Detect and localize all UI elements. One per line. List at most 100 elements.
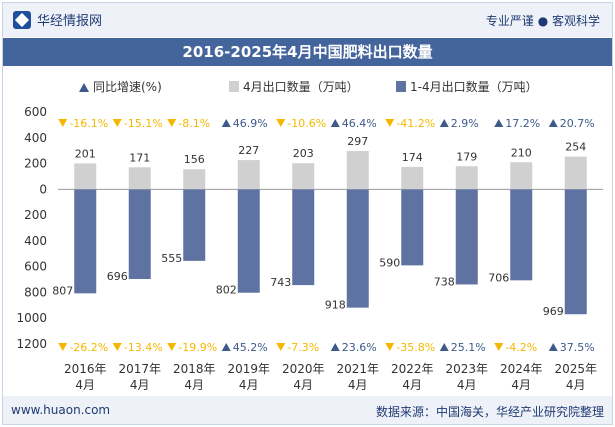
- growth-top-label: 20.7%: [560, 117, 595, 130]
- bar-jan-apr: [128, 189, 151, 280]
- growth-down-icon: [167, 119, 177, 127]
- bar-jan-apr: [183, 189, 206, 261]
- x-tick-label-month: 4月: [457, 378, 477, 392]
- growth-up-icon: [439, 119, 449, 127]
- growth-bottom-label: 45.2%: [233, 341, 268, 354]
- x-tick-label-year: 2021年: [336, 362, 379, 376]
- growth-bottom-label: -13.4%: [124, 341, 163, 354]
- y-tick-label: 0: [39, 182, 47, 196]
- bar-april: [74, 163, 97, 190]
- growth-down-icon: [167, 343, 177, 351]
- bar-jan-apr-label: 743: [270, 276, 291, 289]
- x-tick-label-year: 2020年: [282, 362, 325, 376]
- x-tick-label-month: 4月: [511, 378, 531, 392]
- bar-april: [401, 166, 424, 190]
- bar-jan-apr: [401, 189, 424, 266]
- growth-bottom-label: -7.3%: [287, 341, 319, 354]
- legend-jan-apr-label: 1-4月出口数量（万吨）: [410, 79, 538, 94]
- growth-bottom-label: 25.1%: [451, 341, 486, 354]
- y-tick-label: 800: [24, 285, 47, 299]
- bar-april: [455, 166, 478, 190]
- bar-april-label: 203: [293, 147, 314, 160]
- growth-up-icon: [548, 343, 558, 351]
- footer-bar: www.huaon.com 数据来源：中国海关，华经产业研究院整理: [3, 396, 612, 424]
- bar-april-label: 174: [402, 151, 423, 164]
- growth-bottom-label: -35.8%: [396, 341, 435, 354]
- x-tick-label-month: 4月: [130, 378, 150, 392]
- growth-up-icon: [221, 119, 231, 127]
- y-tick-label: 200: [24, 208, 47, 222]
- x-tick-label-month: 4月: [293, 378, 313, 392]
- growth-down-icon: [276, 119, 286, 127]
- growth-top-label: -10.6%: [287, 117, 326, 130]
- bar-jan-apr-label: 738: [434, 275, 455, 288]
- x-tick-label-year: 2017年: [118, 362, 161, 376]
- growth-up-icon: [439, 343, 449, 351]
- x-tick-label-month: 4月: [239, 378, 259, 392]
- growth-up-icon: [221, 343, 231, 351]
- growth-down-icon: [112, 119, 122, 127]
- growth-down-icon: [385, 119, 395, 127]
- x-tick-label-year: 2025年: [554, 362, 597, 376]
- bar-april-label: 171: [129, 151, 150, 164]
- bar-april-label: 179: [456, 150, 477, 163]
- growth-bottom-label: -19.9%: [178, 341, 217, 354]
- bar-jan-apr-label: 590: [379, 256, 400, 269]
- legend-jan-apr-swatch: [396, 81, 406, 92]
- bar-april-label: 201: [75, 147, 96, 160]
- bar-jan-apr: [237, 189, 260, 293]
- legend-growth-label: 同比增速(%): [93, 80, 162, 94]
- y-tick-label: 200: [24, 157, 47, 171]
- bar-jan-apr-label: 706: [488, 271, 509, 284]
- growth-top-label: 17.2%: [505, 117, 540, 130]
- footer-source: 数据来源：中国海关，华经产业研究院整理: [375, 405, 604, 419]
- header-bar: 华经情报网 专业严谨 ● 客观科学: [3, 3, 612, 37]
- growth-down-icon: [276, 343, 286, 351]
- logo-text: 华经情报网: [37, 14, 103, 29]
- bar-jan-apr: [564, 189, 587, 315]
- growth-up-icon: [494, 119, 504, 127]
- y-tick-label: 400: [24, 131, 47, 145]
- growth-bottom-label: -26.2%: [69, 341, 108, 354]
- bar-april-label: 254: [565, 141, 586, 154]
- growth-down-icon: [112, 343, 122, 351]
- bar-april-label: 297: [347, 135, 368, 148]
- footer-url: www.huaon.com: [11, 403, 111, 417]
- bar-april: [183, 169, 206, 190]
- bar-jan-apr: [292, 189, 315, 286]
- y-tick-label: 1200: [16, 337, 47, 351]
- x-tick-label-month: 4月: [184, 378, 204, 392]
- bar-jan-apr-label: 807: [52, 284, 73, 297]
- chart-title: 2016-2025年4月中国肥料出口数量: [182, 43, 433, 61]
- growth-down-icon: [385, 343, 395, 351]
- x-tick-label-year: 2019年: [227, 362, 270, 376]
- bar-jan-apr-label: 969: [543, 305, 564, 318]
- bar-april: [292, 163, 315, 190]
- x-tick-label-month: 4月: [402, 378, 422, 392]
- growth-up-icon: [548, 119, 558, 127]
- bar-april: [237, 160, 260, 190]
- bar-jan-apr: [74, 189, 97, 294]
- legend-april-swatch: [229, 81, 239, 92]
- bar-april: [128, 167, 151, 190]
- growth-top-label: -16.1%: [69, 117, 108, 130]
- x-tick-label-year: 2018年: [173, 362, 216, 376]
- bar-april: [346, 151, 369, 190]
- y-tick-label: 400: [24, 234, 47, 248]
- legend-april-label: 4月出口数量（万吨）: [243, 79, 359, 94]
- growth-top-label: 46.9%: [233, 117, 268, 130]
- x-tick-label-year: 2024年: [500, 362, 543, 376]
- bar-jan-apr: [346, 189, 369, 308]
- growth-up-icon: [330, 119, 340, 127]
- bar-april-label: 156: [184, 153, 205, 166]
- growth-top-label: 2.9%: [451, 117, 479, 130]
- y-tick-label: 1000: [16, 311, 47, 325]
- legend-growth-icon: [79, 83, 89, 92]
- bar-jan-apr: [510, 189, 533, 281]
- x-tick-label-year: 2016年: [64, 362, 107, 376]
- y-tick-label: 600: [24, 260, 47, 274]
- bar-april: [564, 156, 587, 190]
- logo: 华经情报网: [13, 10, 102, 29]
- x-tick-label-month: 4月: [348, 378, 368, 392]
